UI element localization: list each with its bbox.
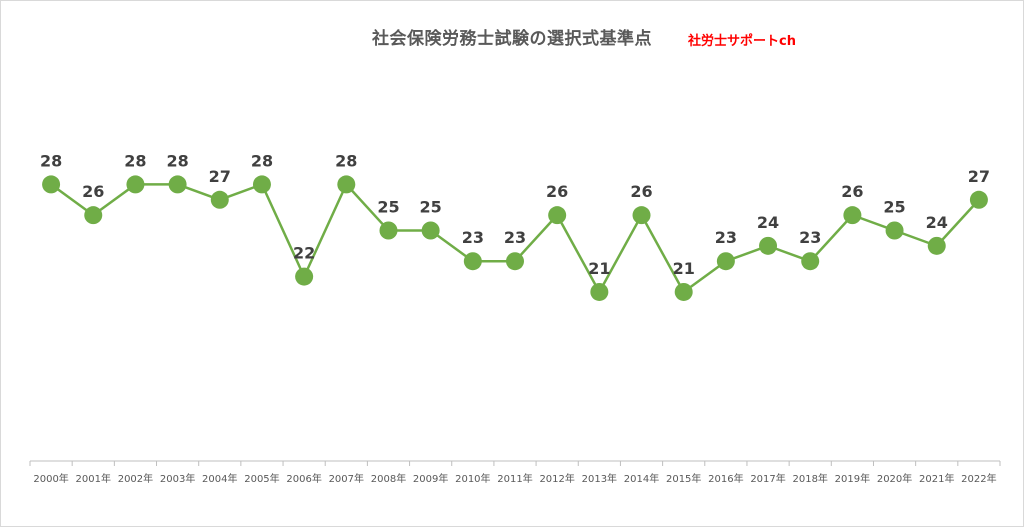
- x-tick-label: 2009年: [413, 472, 448, 485]
- data-label: 25: [420, 198, 442, 217]
- data-label: 28: [166, 151, 188, 170]
- x-tick-label: 2012年: [539, 472, 574, 485]
- data-label: 28: [124, 151, 146, 170]
- x-tick-label: 2016年: [708, 472, 743, 485]
- x-tick-label: 2015年: [666, 472, 701, 485]
- data-label: 23: [504, 228, 526, 247]
- data-point: [295, 267, 314, 286]
- data-label: 28: [40, 151, 62, 170]
- data-label: 28: [251, 151, 273, 170]
- data-point: [885, 221, 904, 240]
- x-tick-label: 2004年: [202, 472, 237, 485]
- data-label: 27: [968, 167, 990, 186]
- x-tick-label: 2006年: [286, 472, 321, 485]
- x-tick-label: 2018年: [792, 472, 827, 485]
- x-tick-label: 2008年: [371, 472, 406, 485]
- data-point: [210, 190, 229, 209]
- data-point: [421, 221, 440, 240]
- data-label: 25: [883, 198, 905, 217]
- data-label: 23: [799, 228, 821, 247]
- data-point: [252, 175, 271, 194]
- x-tick-label: 2003年: [160, 472, 195, 485]
- data-point: [674, 282, 693, 301]
- data-label: 26: [630, 182, 652, 201]
- x-tick-label: 2002年: [118, 472, 153, 485]
- data-label: 26: [546, 182, 568, 201]
- data-point: [506, 252, 524, 271]
- x-tick-label: 2022年: [961, 472, 996, 485]
- data-point: [84, 206, 103, 225]
- data-point: [590, 282, 609, 301]
- data-point: [969, 190, 988, 209]
- x-tick-label: 2010年: [455, 472, 490, 485]
- data-label: 27: [209, 167, 231, 186]
- data-point: [379, 221, 398, 240]
- data-label: 28: [335, 151, 357, 170]
- x-tick-label: 2000年: [33, 472, 68, 485]
- data-point: [759, 236, 778, 255]
- x-tick-label: 2020年: [877, 472, 912, 485]
- data-point: [337, 175, 356, 194]
- data-point: [632, 206, 651, 225]
- data-point: [168, 175, 187, 194]
- x-tick-label: 2017年: [750, 472, 785, 485]
- data-label: 22: [293, 244, 315, 263]
- brand-label: 社労士サポートch: [688, 34, 796, 49]
- data-point: [42, 175, 61, 194]
- x-tick-label: 2019年: [835, 472, 870, 485]
- data-point: [463, 252, 482, 271]
- data-point: [927, 236, 946, 255]
- data-point: [548, 206, 567, 225]
- data-point: [126, 175, 145, 194]
- data-point: [843, 206, 862, 225]
- x-tick-label: 2013年: [582, 472, 617, 485]
- data-label: 26: [82, 182, 104, 201]
- data-label: 21: [673, 259, 695, 278]
- data-label: 24: [757, 213, 779, 232]
- data-label: 23: [715, 228, 737, 247]
- x-tick-label: 2011年: [497, 472, 532, 485]
- data-point: [801, 252, 820, 271]
- data-label: 23: [462, 228, 484, 247]
- data-label: 24: [926, 213, 948, 232]
- data-point: [716, 252, 735, 271]
- x-tick-label: 2001年: [76, 472, 111, 485]
- x-tick-label: 2021年: [919, 472, 954, 485]
- x-tick-label: 2005年: [244, 472, 279, 485]
- chart-title: 社会保険労務士試験の選択式基準点: [372, 29, 652, 49]
- x-tick-label: 2007年: [329, 472, 364, 485]
- data-label: 26: [841, 182, 863, 201]
- x-tick-label: 2014年: [624, 472, 659, 485]
- data-label: 25: [377, 198, 399, 217]
- data-label: 21: [588, 259, 610, 278]
